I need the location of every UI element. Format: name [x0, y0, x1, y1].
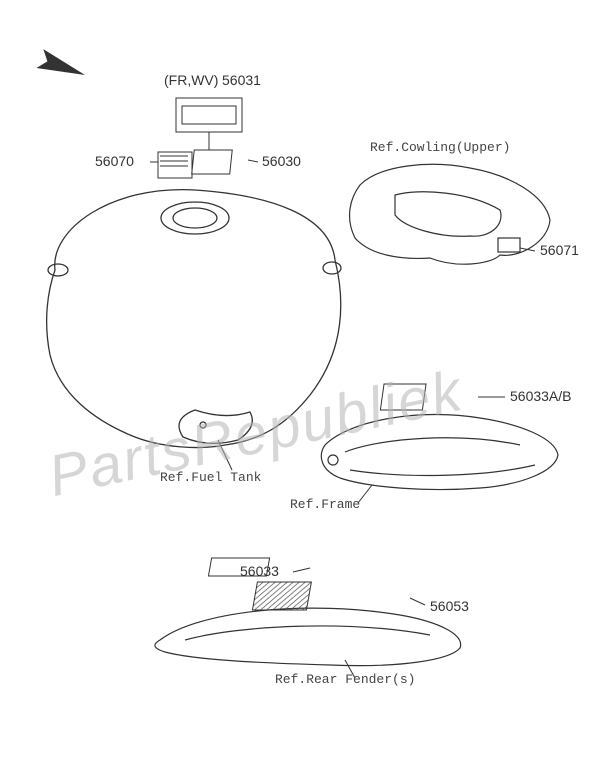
part-label-56033: 56033 [240, 563, 279, 579]
label-box-56031 [176, 98, 242, 132]
part-label-56033ab: 56033A/B [510, 388, 572, 404]
label-box-56070 [158, 152, 192, 178]
rear-fender-shape [155, 608, 461, 666]
fuel-tank-shape [47, 190, 341, 448]
ref-frame: Ref.Frame [290, 497, 360, 512]
part-label-56031-prefix: (FR,WV) [164, 72, 218, 88]
part-label-56030: 56030 [262, 153, 301, 169]
ref-fuel-tank: Ref.Fuel Tank [160, 470, 261, 485]
part-label-56071: 56071 [540, 242, 579, 258]
label-box-56033ab [380, 384, 426, 410]
leader-lines [150, 132, 535, 678]
parts-diagram: (FR,WV) 56031 56070 56030 56071 56033A/B… [0, 0, 600, 778]
ref-cowling: Ref.Cowling(Upper) [370, 140, 510, 155]
cowling-shape [350, 164, 550, 264]
orientation-arrow [36, 49, 88, 84]
part-label-56070: 56070 [95, 153, 134, 169]
ref-rear-fender: Ref.Rear Fender(s) [275, 672, 415, 687]
part-label-56031: 56031 [222, 72, 261, 88]
label-box-56053 [252, 582, 311, 610]
part-label-56053: 56053 [430, 598, 469, 614]
label-box-56030 [192, 150, 233, 174]
frame-shape [321, 414, 558, 489]
